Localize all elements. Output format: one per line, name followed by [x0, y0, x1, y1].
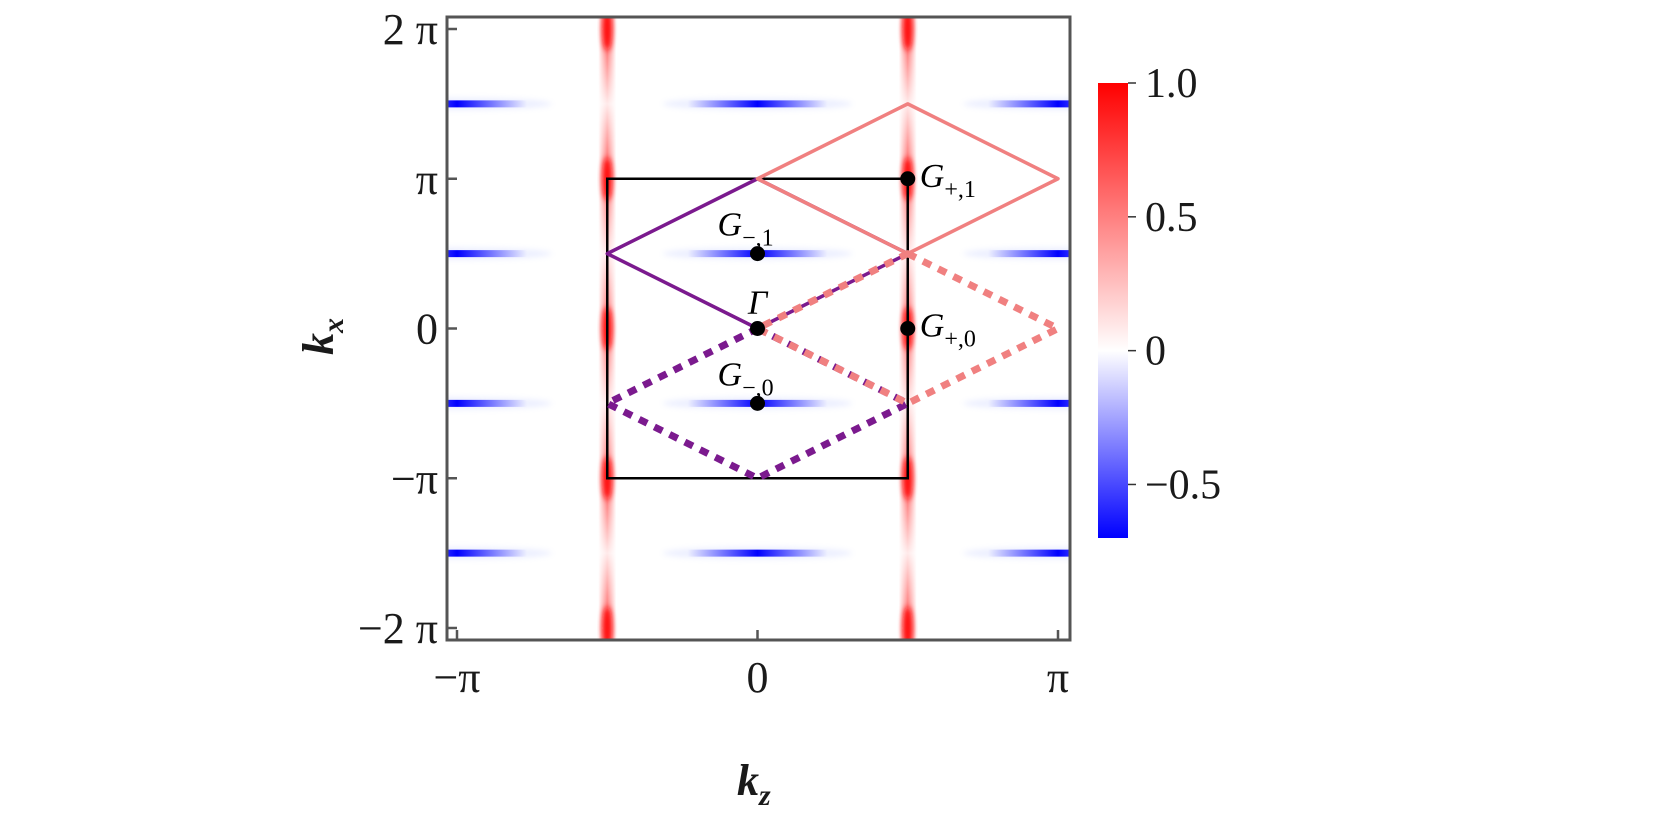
point-label-main: G: [718, 207, 743, 244]
red-stripe-fade: [595, 493, 620, 614]
point-label-g-plus-0: G+,0: [920, 308, 976, 353]
blue-spot: [447, 247, 552, 260]
colorbar-tick-label: −0.5: [1145, 462, 1221, 508]
heatmap-layer: [447, 17, 1070, 640]
blue-spot-core: [687, 549, 828, 557]
blue-spot-core: [447, 549, 527, 557]
red-stripe-fade: [595, 43, 620, 164]
blue-spot: [447, 397, 552, 410]
y-tick-label: −π: [391, 454, 438, 503]
point-label-g-minus-0: G−,0: [718, 356, 774, 401]
blue-spot-core: [988, 549, 1070, 557]
blue-spot-core: [447, 250, 527, 258]
blue-spot: [963, 247, 1070, 260]
point-label-main: G: [920, 308, 945, 345]
colorbar-tick-label: 1.0: [1145, 61, 1198, 107]
point-g-plus-1: [900, 171, 916, 187]
blue-spot: [447, 547, 552, 560]
point-gamma: [750, 321, 765, 336]
x-tick-label: π: [1047, 653, 1069, 702]
blue-spot: [447, 97, 552, 110]
point-label-main: G: [920, 158, 945, 195]
y-tick-label: π: [416, 155, 438, 204]
point-label-sub: −,1: [742, 226, 774, 252]
point-g-minus-1: [750, 246, 765, 262]
colorbar-tick-label: 0: [1145, 329, 1166, 375]
points-layer: G−,1ΓG−,0G+,1G+,0: [718, 158, 976, 411]
blue-spot-core: [447, 399, 527, 407]
tick-layer: −π 0 π2 ππ0−π−2 π: [358, 5, 1069, 702]
y-axis-title-sub: x: [317, 318, 350, 334]
blue-spot-core: [447, 100, 527, 108]
x-axis-title-main: k: [737, 756, 759, 805]
y-tick-label: −2 π: [358, 604, 438, 653]
blue-spot: [662, 547, 853, 560]
point-g-plus-0: [900, 321, 916, 336]
colorbar-gradient: [1098, 83, 1128, 538]
point-label-g-minus-1: G−,1: [718, 207, 774, 252]
colorbar-tick-label: 0.5: [1145, 195, 1198, 241]
point-label-gamma: Γ: [747, 285, 769, 322]
point-label-main: G: [718, 356, 743, 393]
colorbar: 1.0 0.5 0 −0.5: [1098, 61, 1221, 538]
point-label-sub: −,0: [742, 375, 774, 401]
blue-spot-core: [988, 250, 1070, 258]
y-axis-title: kx: [294, 318, 350, 355]
x-axis-title: kz: [737, 756, 771, 812]
blue-spot-core: [988, 399, 1070, 407]
red-stripe-peak: [902, 17, 913, 51]
x-tick-label: 0: [747, 653, 769, 702]
blue-spot: [662, 97, 853, 110]
colorbar-ticks: 1.0 0.5 0 −0.5: [1128, 61, 1221, 508]
point-g-minus-0: [750, 395, 765, 411]
red-stripe-peak: [602, 606, 613, 640]
red-stripe-fade: [895, 493, 920, 614]
x-axis-title-sub: z: [758, 779, 771, 812]
red-stripe-peak: [902, 606, 913, 640]
point-label-sub: +,1: [944, 177, 976, 203]
point-label-sub: +,0: [944, 327, 976, 353]
blue-spot-core: [687, 100, 828, 108]
x-tick-label: −π: [433, 653, 480, 702]
point-label-g-plus-1: G+,1: [920, 158, 976, 203]
blue-spot-core: [988, 100, 1070, 108]
red-stripe-peak: [602, 17, 613, 51]
y-axis-title-main: k: [294, 333, 343, 355]
y-tick-label: 2 π: [383, 5, 438, 54]
blue-spot: [963, 397, 1070, 410]
point-label-main: Γ: [747, 285, 769, 322]
blue-spot: [963, 97, 1070, 110]
plot-area: −π 0 π2 ππ0−π−2 π: [358, 5, 1072, 702]
y-tick-label: 0: [416, 305, 438, 354]
blue-spot: [963, 547, 1070, 560]
